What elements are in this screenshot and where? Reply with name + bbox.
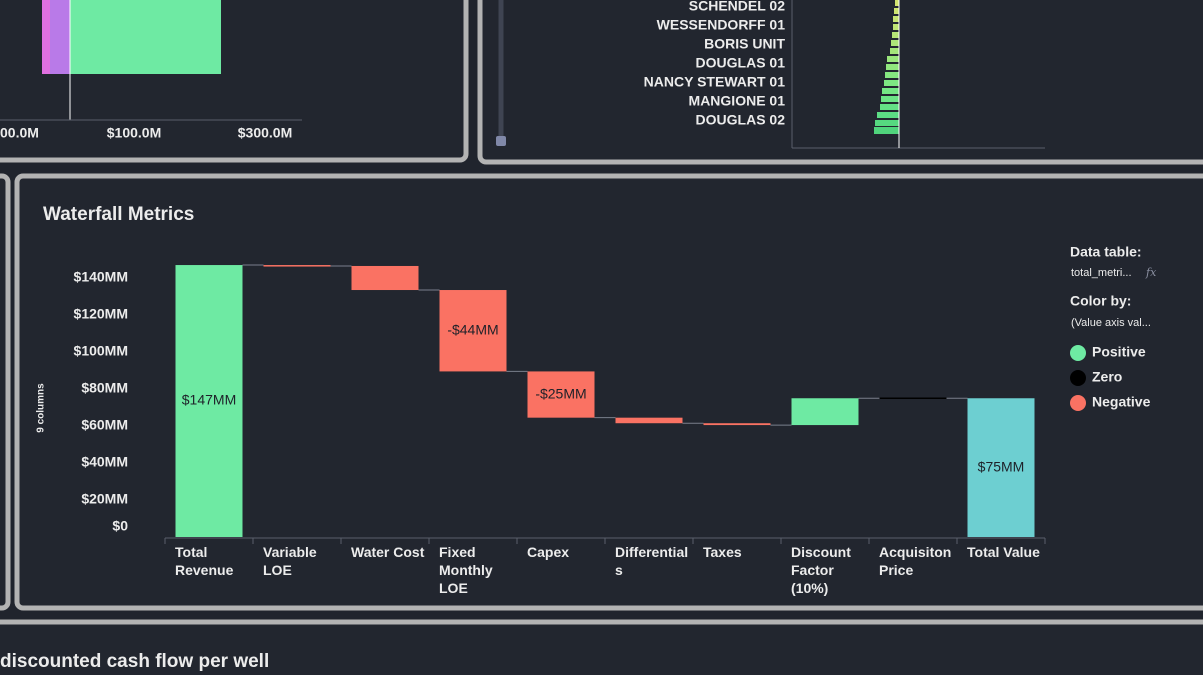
bar [527, 371, 595, 418]
bar [615, 417, 683, 424]
y-tick-label: $0 [112, 518, 128, 534]
bar [263, 265, 331, 267]
legend-swatch [1070, 370, 1086, 386]
bar [42, 0, 50, 74]
bar [703, 423, 771, 426]
y-tick-label: DOUGLAS 01 [696, 55, 786, 71]
bar [894, 8, 899, 14]
bars [874, 0, 899, 134]
x-tick-label: 00.0M [0, 125, 39, 141]
legend-heading: Data table: [1070, 244, 1142, 260]
bar [791, 398, 859, 426]
legend-heading: Color by: [1070, 293, 1131, 309]
bar [50, 0, 70, 74]
y-tick-label: SCHENDEL 02 [689, 0, 785, 14]
bar [439, 290, 507, 372]
y-tick-label: $80MM [81, 380, 128, 396]
bar [877, 112, 899, 118]
x-tick-label: Taxes [703, 544, 742, 560]
y-tick-label: MANGIONE 01 [689, 93, 786, 109]
panel [0, 619, 1203, 675]
x-tick-label: Capex [527, 544, 570, 560]
bar [885, 72, 899, 78]
legend-label: Positive [1092, 344, 1146, 360]
legend-value: total_metri... [1071, 267, 1132, 279]
bar [892, 32, 899, 38]
bar [893, 16, 899, 22]
bar [879, 397, 947, 399]
bar [351, 265, 419, 291]
bar [890, 48, 899, 54]
y-axis-label: 9 columns [36, 383, 47, 433]
y-tick-label: $100MM [74, 343, 128, 359]
fx-button[interactable]: fx [1145, 266, 1157, 279]
legend-label: Zero [1092, 369, 1122, 385]
x-tick-label: $100.0M [107, 125, 161, 141]
y-tick-label: $60MM [81, 417, 128, 433]
panel [0, 173, 11, 611]
bar [887, 56, 899, 62]
panel-title: discounted cash flow per well [0, 651, 269, 672]
bar [884, 80, 899, 86]
bar [880, 104, 899, 110]
chart-title: Waterfall Metrics [43, 204, 194, 225]
bar [874, 127, 899, 134]
bar [875, 120, 899, 126]
y-tick-label: DOUGLAS 02 [696, 112, 786, 128]
data-label: $75MM [978, 458, 1025, 474]
x-tick-label: Acquisiton Price [879, 544, 952, 578]
x-tick-label: $300.0M [238, 125, 292, 141]
y-tick-label: WESSENDORFF 01 [657, 17, 786, 33]
y-tick-label: $140MM [74, 269, 128, 285]
panel [14, 173, 1203, 611]
data-label: -$44MM [447, 321, 498, 337]
bar [70, 0, 221, 74]
bar [881, 96, 899, 102]
x-tick-label: Total Value [967, 544, 1040, 560]
y-tick-label: $120MM [74, 306, 128, 322]
bar [882, 88, 899, 94]
bar [886, 64, 899, 70]
bar [891, 40, 899, 46]
y-tick-label: NANCY STEWART 01 [644, 74, 786, 90]
scroll-handle[interactable] [496, 136, 506, 146]
panel [477, 0, 1203, 165]
bar [893, 24, 899, 30]
y-tick-label: BORIS UNIT [704, 36, 785, 52]
y-tick-label: $40MM [81, 454, 128, 470]
data-label: -$25MM [535, 385, 586, 401]
x-tick-label: Water Cost [351, 544, 425, 560]
legend-swatch [1070, 395, 1086, 411]
legend-label: Negative [1092, 394, 1151, 410]
y-tick-label: $20MM [81, 491, 128, 507]
x-tick-label: Discount Factor (10%) [791, 544, 851, 596]
bar [895, 0, 899, 6]
x-tick-label: Fixed Monthly LOE [439, 544, 493, 596]
x-tick-label: Total Revenue [175, 544, 234, 578]
legend-value: (Value axis val... [1071, 317, 1151, 329]
data-label: $147MM [182, 392, 236, 408]
legend-swatch [1070, 345, 1086, 361]
bar [175, 265, 243, 537]
bar [967, 398, 1035, 537]
x-tick-label: Variable LOE [263, 544, 317, 578]
x-tick-label: Differentials [615, 544, 689, 578]
